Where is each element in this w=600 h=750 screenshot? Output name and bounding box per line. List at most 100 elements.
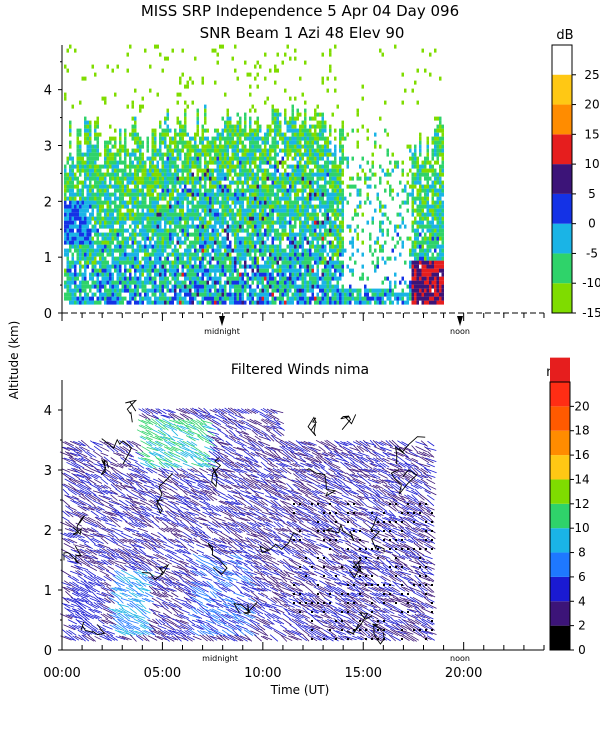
- snr-cell: [249, 288, 252, 293]
- snr-cell: [104, 236, 107, 241]
- snr-cell: [379, 48, 382, 53]
- snr-cell: [394, 292, 397, 297]
- snr-cell: [336, 180, 339, 185]
- snr-cell: [119, 148, 122, 153]
- snr-cell: [201, 280, 204, 285]
- snr-cell: [259, 212, 262, 217]
- snr-cell: [214, 140, 217, 145]
- snr-cell: [416, 224, 419, 229]
- snr-cell: [201, 284, 204, 289]
- snr-cell: [156, 184, 159, 189]
- snr-cell: [109, 152, 112, 157]
- snr-cell: [74, 296, 77, 301]
- snr-cell: [224, 200, 227, 205]
- snr-cell: [396, 212, 399, 217]
- snr-cell: [284, 228, 287, 233]
- snr-cell: [104, 200, 107, 205]
- snr-cell: [119, 244, 122, 249]
- snr-cell: [224, 164, 227, 169]
- snr-cell: [316, 180, 319, 185]
- snr-cell: [196, 164, 199, 169]
- snr-cell: [231, 132, 234, 137]
- snr-cell: [86, 248, 89, 253]
- snr-cell: [196, 180, 199, 185]
- snr-cell: [99, 184, 102, 189]
- snr-cell: [174, 160, 177, 165]
- snr-cell: [261, 208, 264, 213]
- snr-cell: [266, 300, 269, 305]
- snr-cell: [334, 200, 337, 205]
- snr-cell: [394, 284, 397, 289]
- snr-cell: [239, 264, 242, 269]
- snr-cell: [84, 252, 87, 257]
- snr-cell: [411, 276, 414, 281]
- snr-cell: [204, 264, 207, 269]
- snr-cell: [324, 152, 327, 157]
- snr-cell: [349, 176, 352, 181]
- snr-cell: [94, 256, 97, 261]
- snr-cell: [229, 280, 232, 285]
- snr-cell: [296, 192, 299, 197]
- snr-cell: [231, 284, 234, 289]
- snr-cell: [429, 184, 432, 189]
- snr-cell: [131, 152, 134, 157]
- snr-cell: [316, 240, 319, 245]
- snr-cell: [131, 192, 134, 197]
- snr-cell: [196, 120, 199, 125]
- snr-cell: [276, 244, 279, 249]
- snr-cell: [136, 268, 139, 273]
- snr-cell: [424, 200, 427, 205]
- snr-cell: [179, 244, 182, 249]
- snr-cell: [124, 132, 127, 137]
- snr-cell: [199, 164, 202, 169]
- snr-cell: [129, 280, 132, 285]
- snr-cell: [89, 244, 92, 249]
- snr-cell: [319, 232, 322, 237]
- snr-cell: [414, 160, 417, 165]
- snr-cell: [256, 224, 259, 229]
- snr-cell: [381, 288, 384, 293]
- snr-cell: [109, 296, 112, 301]
- snr-cell: [264, 264, 267, 269]
- snr-cell: [226, 152, 229, 157]
- snr-cell: [84, 224, 87, 229]
- snr-cell: [146, 216, 149, 221]
- snr-cell: [386, 292, 389, 297]
- snr-cell: [226, 264, 229, 269]
- snr-cell: [99, 292, 102, 297]
- snr-cell: [121, 168, 124, 173]
- snr-cell: [184, 288, 187, 293]
- snr-cell: [339, 180, 342, 185]
- snr-cell: [91, 268, 94, 273]
- snr-cell: [169, 296, 172, 301]
- snr-cell: [124, 220, 127, 225]
- snr-cell: [316, 224, 319, 229]
- snr-cell: [236, 120, 239, 125]
- snr-cell: [426, 284, 429, 289]
- snr-cell: [254, 148, 257, 153]
- snr-cell: [114, 168, 117, 173]
- snr-cell: [284, 168, 287, 173]
- snr-cell: [124, 136, 127, 141]
- snr-cell: [116, 264, 119, 269]
- snr-cell: [259, 156, 262, 161]
- snr-cell: [259, 292, 262, 297]
- snr-cell: [319, 204, 322, 209]
- snr-cell: [211, 264, 214, 269]
- snr-cell: [421, 208, 424, 213]
- snr-cell: [94, 252, 97, 257]
- snr-cell: [131, 208, 134, 213]
- snr-cell: [134, 124, 137, 129]
- snr-cell: [126, 236, 129, 241]
- snr-cell: [271, 244, 274, 249]
- snr-cell: [176, 92, 179, 97]
- snr-cell: [416, 284, 419, 289]
- snr-cell: [331, 192, 334, 197]
- snr-cell: [249, 152, 252, 157]
- snr-cell: [181, 264, 184, 269]
- snr-cell: [254, 140, 257, 145]
- snr-cell: [266, 232, 269, 237]
- snr-cell: [204, 296, 207, 301]
- snr-cell: [251, 148, 254, 153]
- snr-cell: [299, 284, 302, 289]
